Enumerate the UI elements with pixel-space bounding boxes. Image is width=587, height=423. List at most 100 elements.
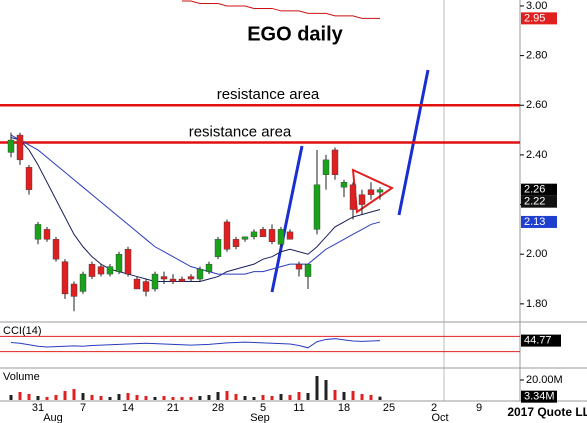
volume-bar <box>162 396 166 400</box>
candle-body <box>295 263 303 270</box>
candle-body <box>349 184 357 210</box>
volume-bar <box>117 394 121 400</box>
volume-bar <box>306 393 310 400</box>
candle-body <box>151 273 159 290</box>
volume-bar <box>342 392 346 400</box>
x-tick-label: 11 <box>293 402 304 414</box>
candle-body <box>187 276 195 280</box>
volume-bar <box>369 395 373 400</box>
candle-body <box>106 266 114 275</box>
price-marker <box>521 183 557 196</box>
candle-body <box>196 268 204 280</box>
volume-bar <box>27 394 31 400</box>
candle-body <box>259 229 267 238</box>
panel-label: Volume <box>3 371 40 383</box>
candle-body <box>124 249 132 275</box>
x-tick-label: 28 <box>212 402 224 414</box>
volume-bar <box>333 390 337 400</box>
price-marker-label: 2.22 <box>524 196 545 208</box>
panel-label: CCI(14) <box>3 325 42 337</box>
volume-bar <box>279 394 283 400</box>
x-tick-label: 7 <box>80 402 86 414</box>
y-tick-label: 2.60 <box>526 99 547 111</box>
candle-body <box>25 167 33 190</box>
volume-bar <box>243 396 247 400</box>
candle-body <box>16 134 24 161</box>
overlay-line <box>10 137 381 283</box>
candle-body <box>367 189 375 195</box>
volume-bar <box>189 397 193 400</box>
candle-body <box>286 231 294 240</box>
overlay-line <box>10 134 381 275</box>
volume-bar <box>225 391 229 400</box>
candle-body <box>88 263 96 277</box>
x-tick-label: 5 <box>260 402 266 414</box>
candle-body <box>250 231 258 238</box>
volume-bar <box>9 395 13 400</box>
price-marker-label: 2.95 <box>524 12 545 24</box>
price-marker <box>521 12 557 25</box>
volume-bar <box>261 395 265 400</box>
volume-bar <box>54 395 58 400</box>
y-tick-label: 2.80 <box>526 50 547 62</box>
candle-body <box>160 276 168 280</box>
volume-bar <box>207 395 211 400</box>
volume-bar <box>234 394 238 400</box>
volume-bar <box>315 376 319 400</box>
volume-bar <box>216 392 220 400</box>
y-tick-label: 2.40 <box>526 149 547 161</box>
candle-body <box>313 184 321 230</box>
overlay-line <box>182 0 380 19</box>
candle-body <box>331 149 339 175</box>
candle-body <box>304 263 312 277</box>
copyright: 2017 Quote LLC <box>507 405 587 419</box>
candle-body <box>169 278 177 282</box>
candle-body <box>133 278 141 290</box>
volume-bar <box>135 395 139 400</box>
volume-bar <box>288 395 292 400</box>
volume-marker-label: 3.34M <box>524 391 555 403</box>
volume-bar <box>198 396 202 400</box>
x-tick-label: 21 <box>167 402 179 414</box>
y-tick-label: 2.00 <box>526 248 547 260</box>
price-marker <box>521 215 557 228</box>
price-marker <box>521 195 557 208</box>
candle-body <box>61 261 69 295</box>
annotation: resistance area <box>217 86 320 103</box>
volume-bar <box>72 389 76 400</box>
volume-bar <box>180 397 184 400</box>
chart-title: EGO daily <box>247 23 343 45</box>
volume-bar <box>90 395 94 400</box>
cci-line <box>10 338 381 349</box>
volume-bar <box>297 392 301 400</box>
candle-body <box>340 182 348 188</box>
month-label: Aug <box>43 412 63 423</box>
candle-body <box>43 229 51 240</box>
candle-body <box>97 266 105 275</box>
volume-bar <box>36 396 40 400</box>
x-tick-label: 14 <box>122 402 134 414</box>
candle-body <box>115 254 123 272</box>
price-marker-label: 2.26 <box>524 184 545 196</box>
x-tick-label: 2 <box>431 402 437 414</box>
candle-body <box>214 239 222 257</box>
candle-body <box>277 229 285 245</box>
candle-body <box>70 283 78 297</box>
volume-bar <box>45 397 49 400</box>
volume-bar <box>81 393 85 400</box>
candle-body <box>142 281 150 292</box>
volume-bar <box>126 393 130 400</box>
volume-bar <box>108 397 112 400</box>
candle-body <box>52 239 60 260</box>
volume-bar <box>324 380 328 400</box>
volume-bar <box>252 397 256 400</box>
x-tick-label: 31 <box>32 402 44 414</box>
month-label: Oct <box>431 412 448 423</box>
month-label: Sep <box>250 412 270 423</box>
candle-body <box>268 229 276 242</box>
volume-bar <box>171 397 175 400</box>
price-marker-label: 2.13 <box>524 216 545 228</box>
volume-bar <box>351 391 355 400</box>
